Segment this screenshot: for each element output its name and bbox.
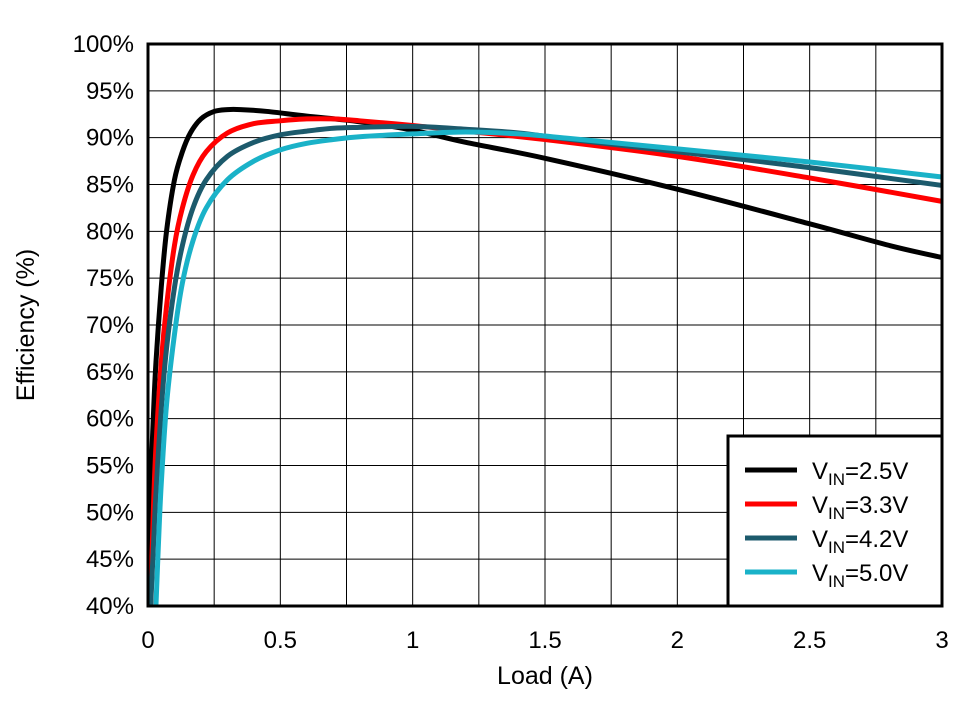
x-axis-title: Load (A) — [497, 662, 593, 690]
y-tick-label: 55% — [86, 453, 134, 480]
series-line-4 — [153, 129, 943, 607]
y-tick-label: 70% — [86, 312, 134, 339]
y-tick-label: 75% — [86, 265, 134, 292]
y-axis-title: Efficiency (%) — [12, 249, 40, 401]
y-tick-label: 95% — [86, 78, 134, 105]
x-tick-label: 1.5 — [528, 627, 561, 654]
y-tick-label: 80% — [86, 218, 134, 245]
legend-box — [726, 434, 944, 608]
plot-area-border — [146, 42, 944, 608]
legend-label: VIN=4.2V — [812, 526, 908, 557]
x-tick-label: 0.5 — [264, 627, 297, 654]
y-tick-labels: 40% 45% 50% 55% 60% 65% 70% 75% 80% 85% 90% 95% 100% — [73, 31, 134, 620]
y-tick-label: 85% — [86, 172, 134, 199]
series-line-1 — [146, 106, 943, 607]
y-tick-label: 90% — [86, 125, 134, 152]
x-tick-label: 1 — [406, 627, 419, 654]
x-tick-labels: 0 0.5 1 1.5 2 2.5 3 — [141, 627, 948, 654]
y-tick-label: 50% — [86, 499, 134, 526]
x-tick-label: 3 — [935, 627, 948, 654]
legend-label: VIN=3.3V — [812, 492, 908, 523]
legend-label: VIN=5.0V — [812, 560, 908, 591]
series-line-2 — [148, 116, 943, 607]
y-tick-label: 45% — [86, 546, 134, 573]
y-tick-label: 60% — [86, 406, 134, 433]
x-tick-label: 2.5 — [793, 627, 826, 654]
plot-curves — [146, 106, 943, 607]
x-tick-label: 0 — [141, 627, 154, 654]
x-tick-label: 2 — [671, 627, 684, 654]
y-tick-label: 65% — [86, 359, 134, 386]
y-tick-label: 100% — [73, 31, 134, 58]
y-tick-label: 40% — [86, 593, 134, 620]
legend-label: VIN=2.5V — [812, 458, 908, 489]
